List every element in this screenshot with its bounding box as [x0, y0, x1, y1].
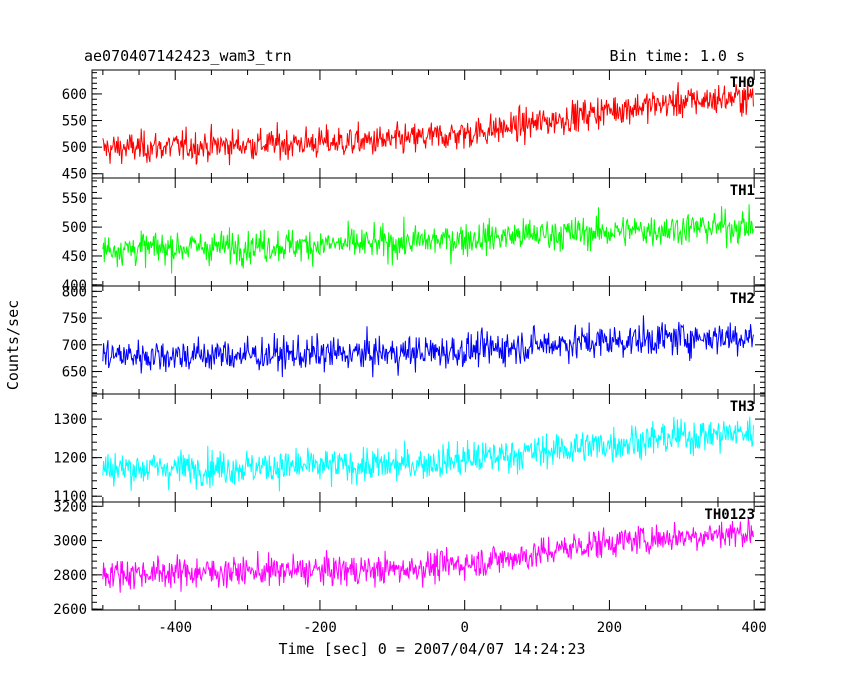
y-tick-label: 500 — [62, 220, 87, 236]
bin-time-label: Bin time: 1.0 s — [610, 47, 745, 65]
panel-label: TH1 — [730, 183, 755, 199]
panel-label: TH3 — [730, 399, 755, 415]
y-tick-label: 600 — [62, 87, 87, 103]
y-tick-label: 750 — [62, 311, 87, 327]
panels-group: 450 500 550 600 TH0 400 450 500 550 TH1 650 700 750 8… — [53, 69, 766, 618]
panel-th0: 450 500 550 600 TH0 — [62, 69, 766, 183]
y-tick-label: 800 — [62, 284, 87, 300]
chart-title: ae070407142423_wam3_trn — [84, 47, 292, 65]
x-tick-label: 200 — [597, 620, 622, 636]
y-tick-label: 550 — [62, 191, 87, 207]
panel-th3: 1100 1200 1300 TH3 — [53, 393, 766, 505]
y-axis-title: Counts/sec — [4, 300, 22, 390]
series-th0 — [102, 78, 754, 166]
y-tick-label: 3200 — [53, 499, 87, 515]
y-tick-label: 650 — [62, 365, 87, 381]
x-tick-label: -400 — [158, 620, 192, 636]
series-th3 — [102, 416, 754, 492]
y-tick-label: 400 — [62, 278, 87, 294]
y-tick-label: 2800 — [53, 568, 87, 584]
panel-frame — [91, 69, 766, 179]
series-th2 — [102, 315, 754, 378]
panel-label: TH0123 — [704, 507, 755, 523]
y-tick-label: 2600 — [53, 602, 87, 618]
y-tick-label: 1100 — [53, 489, 87, 505]
x-axis-title: Time [sec] 0 = 2007/04/07 14:24:23 — [278, 640, 585, 658]
panel-th2: 650 700 750 800 TH2 — [62, 284, 766, 395]
series-th1 — [102, 204, 754, 274]
x-tick-label: -200 — [303, 620, 337, 636]
panel-label: TH2 — [730, 291, 755, 307]
y-tick-label: 1300 — [53, 412, 87, 428]
y-tick-label: 500 — [62, 140, 87, 156]
x-tick-label: 0 — [460, 620, 468, 636]
y-tick-label: 550 — [62, 114, 87, 130]
panel-label: TH0 — [730, 75, 755, 91]
panel-th0123: 2600 2800 3000 3200 TH0123 — [53, 499, 766, 618]
y-tick-label: 700 — [62, 338, 87, 354]
y-tick-label: 3000 — [53, 534, 87, 550]
y-tick-label: 450 — [62, 249, 87, 265]
series-th0123 — [102, 517, 754, 593]
y-tick-label: 1200 — [53, 451, 87, 467]
x-axis-tick-labels: -400 -200 0 200 400 — [158, 620, 766, 636]
panel-frame — [91, 285, 766, 395]
panel-frame — [91, 393, 766, 503]
panel-th1: 400 450 500 550 TH1 — [62, 177, 766, 294]
x-tick-label: 400 — [741, 620, 766, 636]
y-tick-label: 450 — [62, 167, 87, 183]
